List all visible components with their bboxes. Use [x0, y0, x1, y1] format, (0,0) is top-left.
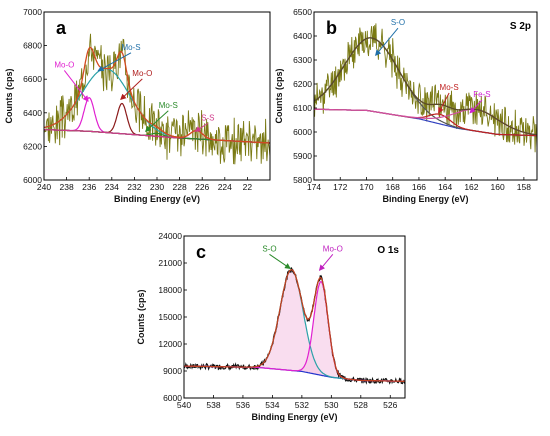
y-axis-label: Counts (cps): [4, 68, 14, 123]
x-tick-label: 240: [37, 182, 51, 192]
x-tick-label: 536: [236, 400, 250, 410]
y-tick-label: 5900: [293, 151, 312, 161]
x-tick-label: 540: [177, 400, 191, 410]
peak-annotation: Mo-O: [132, 69, 152, 78]
x-tick-label: 162: [464, 182, 478, 192]
fit-envelope-b: [314, 37, 537, 136]
annotation-arrow: [144, 110, 169, 132]
x-tick-label: 538: [206, 400, 220, 410]
x-tick-label: 238: [60, 182, 74, 192]
x-tick-label: 232: [127, 182, 141, 192]
peak-annotation: Mo-S: [440, 83, 459, 92]
x-tick-label: 532: [295, 400, 309, 410]
x-axis-label: Binding Energy (eV): [382, 194, 468, 204]
peak-mo-s: [314, 108, 537, 137]
x-tick-label: 236: [82, 182, 96, 192]
peak-annotation: Mo-O: [323, 244, 343, 253]
x-axis-label: Binding Energy (eV): [114, 194, 200, 204]
peak-fill-s-o: [184, 269, 405, 382]
x-tick-label: 168: [386, 182, 400, 192]
peak-annotation: S-S: [201, 113, 214, 122]
annotation-arrow: [469, 99, 483, 114]
y-axis-label: Counts (cps): [136, 289, 146, 344]
y-tick-label: 6600: [23, 74, 42, 84]
x-tick-label: 226: [195, 182, 209, 192]
y-tick-label: 6400: [23, 108, 42, 118]
y-tick-label: 6000: [163, 393, 182, 403]
raw-spectrum-a: [44, 33, 270, 165]
peak-annotation: S-O: [262, 244, 276, 253]
panel-label-a: a: [56, 18, 67, 38]
y-tick-label: 6800: [23, 41, 42, 51]
panel-title-c: O 1s: [377, 245, 399, 256]
x-tick-label: 172: [333, 182, 347, 192]
plot-area-c: [184, 267, 405, 385]
y-tick-label: 15000: [158, 312, 182, 322]
x-tick-label: 234: [105, 182, 119, 192]
peak-annotation: Mo-S: [159, 101, 178, 110]
peak-fe-s: [314, 108, 537, 136]
annotation-arrow: [63, 70, 89, 102]
peak-annotation: S-O: [391, 18, 405, 27]
x-tick-label: 528: [354, 400, 368, 410]
annotation-arrow: [318, 253, 334, 271]
plot-area-a: [44, 33, 270, 165]
x-tick-label: 160: [491, 182, 505, 192]
x-tick-label: 22: [243, 182, 253, 192]
x-tick-label: 170: [359, 182, 373, 192]
x-tick-label: 166: [412, 182, 426, 192]
y-tick-label: 6100: [293, 103, 312, 113]
x-tick-label: 530: [324, 400, 338, 410]
x-tick-label: 164: [438, 182, 452, 192]
x-tick-label: 158: [517, 182, 531, 192]
y-tick-label: 6000: [23, 175, 42, 185]
x-tick-label: 534: [265, 400, 279, 410]
chart-panel-c: 540 538 536 534 532 530 528 526 6000 9000 12000 150…: [136, 231, 406, 422]
y-tick-label: 6000: [293, 127, 312, 137]
raw-spectrum-b: [314, 23, 537, 153]
peak-annotation: Mo-S: [121, 43, 140, 52]
y-tick-label: 7000: [23, 7, 42, 17]
y-tick-label: 18000: [158, 285, 182, 295]
panel-label-c: c: [196, 242, 206, 262]
y-tick-label: 6200: [23, 141, 42, 151]
y-tick-label: 5800: [293, 175, 312, 185]
annotation-arrow: [375, 27, 399, 56]
x-tick-label: 174: [307, 182, 321, 192]
y-tick-label: 12000: [158, 339, 182, 349]
x-tick-label: 526: [383, 400, 397, 410]
plot-frame-b: [313, 11, 538, 181]
x-axis-label: Binding Energy (eV): [251, 412, 337, 422]
plot-area-b: [314, 23, 537, 153]
x-tick-label: 228: [173, 182, 187, 192]
chart-panel-b: 174 172 170 168 166 164 162 160 158 5800 5900 6000 6…: [274, 7, 538, 204]
y-tick-label: 24000: [158, 231, 182, 241]
x-tick-label: 230: [150, 182, 164, 192]
y-tick-label: 6200: [293, 79, 312, 89]
x-tick-label: 224: [218, 182, 232, 192]
annotation-arrow: [120, 78, 143, 101]
fit-envelope-a: [44, 46, 270, 144]
baseline-b: [314, 108, 537, 137]
annotation-arrow: [438, 92, 450, 114]
peak-annotation: Mo-O: [54, 60, 74, 69]
panel-label-b: b: [326, 18, 337, 38]
y-tick-label: 6500: [293, 7, 312, 17]
y-axis-label: Counts (cps): [274, 68, 284, 123]
y-tick-label: 6300: [293, 55, 312, 65]
annotation-arrow: [97, 52, 132, 72]
annotation-arrow: [194, 122, 209, 132]
peak-annotation: Fe-S: [473, 90, 490, 99]
chart-panel-a: 240 238 236 234 232 230 228 226 224 22 6000 6200 640…: [4, 7, 271, 204]
fit-envelope-c: [184, 269, 405, 383]
y-tick-label: 21000: [158, 258, 182, 268]
y-tick-label: 9000: [163, 366, 182, 376]
annotation-arrow: [269, 253, 291, 269]
panel-title-b: S 2p: [510, 21, 531, 32]
y-tick-label: 6400: [293, 31, 312, 41]
